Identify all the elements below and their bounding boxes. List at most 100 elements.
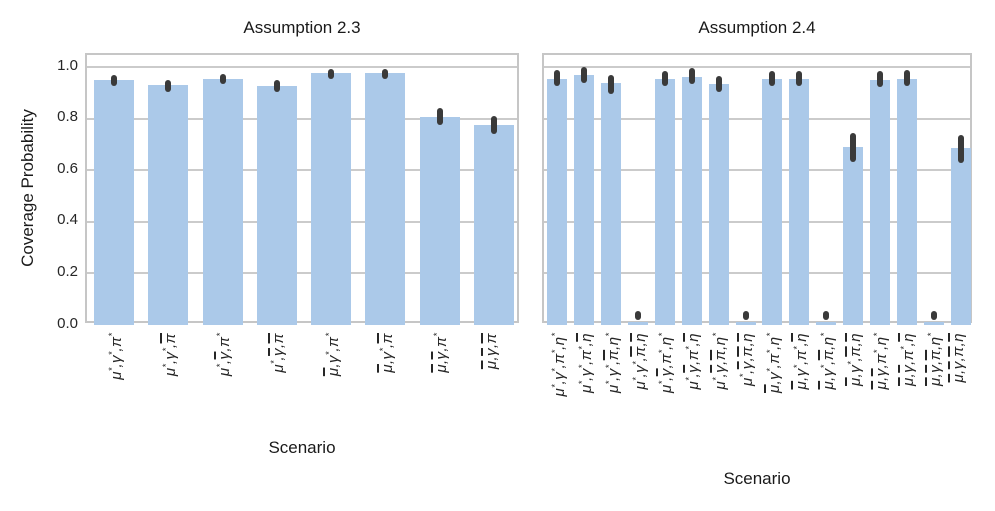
superscript-star: * — [872, 333, 883, 337]
panel-assumption-2-3 — [85, 53, 519, 325]
math-symbol: μ — [577, 384, 595, 393]
x-tick-label: μ,γ,π*,η* — [872, 333, 891, 390]
bar — [547, 78, 568, 325]
superscript-star: * — [323, 351, 334, 356]
error-bar — [219, 74, 226, 85]
math-symbol: π — [550, 353, 568, 364]
x-tick-label: μ*,γ*,π — [160, 333, 179, 377]
math-symbol: η — [685, 333, 703, 342]
math-symbol: μ — [483, 360, 501, 370]
math-symbol: μ — [550, 387, 568, 397]
bar — [365, 73, 406, 325]
math-symbol: γ — [577, 368, 595, 377]
bar — [256, 85, 297, 325]
grid-line — [87, 66, 517, 68]
y-tick-label: 0.6 — [57, 159, 78, 177]
math-symbol: η — [739, 333, 757, 342]
math-symbol: γ — [550, 371, 568, 380]
superscript-star: * — [323, 333, 334, 337]
math-symbol: γ — [792, 368, 810, 377]
bar — [574, 75, 595, 325]
math-symbol: η — [792, 333, 810, 342]
math-symbol: γ — [433, 351, 451, 360]
x-tick-label: μ,γ,π,η* — [926, 333, 945, 386]
math-symbol: γ — [324, 355, 342, 363]
math-symbol: η — [846, 333, 864, 342]
math-symbol: γ — [765, 371, 783, 380]
error-bar — [581, 67, 588, 83]
superscript-star: * — [738, 373, 749, 378]
math-symbol: μ — [819, 380, 837, 390]
x-axis-label-right: Scenario — [723, 469, 791, 488]
x-tick-label: μ,γ*,π*,η — [791, 333, 810, 390]
error-bar — [111, 74, 118, 86]
error-bar — [554, 70, 561, 87]
math-symbol: γ — [107, 355, 125, 363]
math-symbol: π — [658, 353, 676, 364]
math-symbol: γ — [658, 368, 676, 377]
math-symbol: μ — [658, 384, 676, 393]
x-tick-label: μ*,γ,π*,η — [684, 333, 703, 390]
math-symbol: π — [483, 333, 501, 344]
x-tick-label: μ,γ*,π* — [323, 333, 342, 377]
superscript-star: * — [845, 361, 856, 365]
math-symbol: μ — [873, 380, 891, 390]
x-axis-label-left: Scenario — [268, 438, 336, 457]
math-symbol: π — [577, 349, 595, 361]
math-symbol: μ — [433, 364, 451, 373]
grid-line — [544, 272, 970, 275]
superscript-star: * — [630, 361, 641, 365]
superscript-star: * — [818, 333, 829, 337]
y-tick-label: 0.8 — [57, 108, 78, 126]
error-bar — [850, 132, 857, 162]
math-symbol: π — [950, 346, 968, 357]
math-symbol: π — [765, 353, 783, 364]
grid-line — [87, 117, 517, 120]
math-symbol: γ — [950, 361, 968, 370]
bar — [94, 79, 135, 325]
grid-line — [544, 66, 970, 68]
superscript-star: * — [872, 349, 883, 354]
math-symbol: π — [685, 349, 703, 361]
superscript-star: * — [711, 333, 722, 337]
grid-line — [544, 220, 970, 223]
math-symbol: η — [819, 336, 837, 346]
superscript-star: * — [215, 364, 226, 368]
math-symbol: μ — [107, 371, 125, 380]
x-tick-label: μ*,γ*,π,η — [630, 333, 649, 390]
superscript-star: * — [269, 360, 280, 365]
math-symbol: π — [378, 333, 396, 344]
superscript-star: * — [630, 377, 641, 381]
math-symbol: π — [712, 349, 730, 361]
error-bar — [903, 70, 910, 86]
math-symbol: η — [873, 336, 891, 346]
math-symbol: π — [846, 346, 864, 357]
error-bar — [742, 310, 749, 320]
superscript-star: * — [160, 348, 171, 352]
y-axis-label: Coverage Probability — [18, 109, 37, 267]
y-tick-label: 0.4 — [57, 211, 78, 229]
math-symbol: η — [631, 333, 649, 342]
x-tick-label: μ,γ*,π — [377, 333, 396, 373]
math-symbol: γ — [873, 368, 891, 377]
math-symbol: η — [950, 333, 968, 342]
superscript-star: * — [603, 364, 614, 369]
math-symbol: γ — [927, 364, 945, 373]
math-symbol: π — [216, 336, 234, 347]
panel-title-assumption-2-4: Assumption 2.4 — [698, 18, 816, 37]
superscript-star: * — [603, 333, 614, 337]
math-symbol: γ — [378, 351, 396, 360]
x-tick-label: μ*,γ,π* — [215, 333, 234, 377]
math-symbol: π — [270, 333, 288, 344]
grid-line — [87, 220, 517, 223]
math-symbol: μ — [604, 384, 622, 393]
math-symbol: π — [631, 346, 649, 357]
bar — [923, 321, 944, 325]
math-symbol: γ — [712, 364, 730, 373]
panel-assumption-2-4 — [542, 53, 972, 325]
error-bar — [957, 134, 964, 163]
error-bar — [608, 75, 615, 95]
math-symbol: π — [604, 349, 622, 361]
x-tick-label: μ*,γ*,π,η* — [603, 333, 622, 393]
